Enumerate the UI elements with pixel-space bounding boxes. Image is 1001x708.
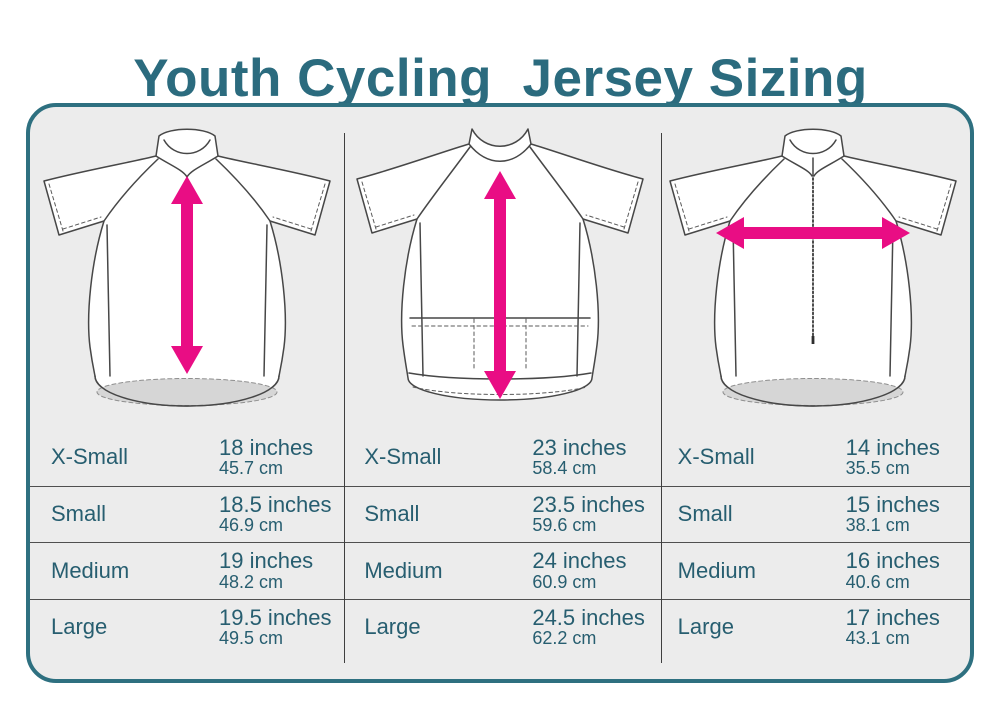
- size-value-cm: 62.2 cm: [532, 628, 597, 649]
- size-row: Medium 19 inches 48.2 cm: [30, 542, 344, 599]
- size-label: Small: [364, 501, 420, 527]
- size-value-cm: 40.6 cm: [845, 571, 910, 592]
- size-label: Small: [677, 501, 733, 527]
- size-label: Large: [51, 614, 108, 640]
- size-row: X-Small 14 inches 35.5 cm: [657, 429, 970, 486]
- size-row: X-Small 18 inches 45.7 cm: [30, 429, 343, 486]
- size-value-inches: 24 inches: [532, 548, 627, 574]
- size-value: 24.5 inches 62.2 cm: [532, 604, 645, 649]
- size-value: 16 inches 40.6 cm: [846, 549, 940, 592]
- size-value-cm: 43.1 cm: [845, 628, 910, 649]
- front-length-measurement-arrow: [170, 176, 203, 374]
- size-value: 14 inches 35.5 cm: [845, 434, 940, 479]
- size-label: X-Small: [51, 444, 129, 470]
- size-value-inches: 19 inches: [219, 548, 314, 574]
- size-value-inches: 23 inches: [532, 434, 627, 460]
- size-value-cm: 48.2 cm: [219, 571, 284, 592]
- size-value-inches: 24.5 inches: [532, 604, 645, 630]
- size-label: Large: [677, 614, 734, 640]
- page-title: Youth Cycling Jersey Sizing: [133, 48, 868, 108]
- size-value: 18 inches 45.7 cm: [219, 434, 314, 479]
- size-value: 19.5 inches 49.5 cm: [219, 604, 332, 649]
- size-value-cm: 49.5 cm: [219, 628, 284, 649]
- size-label: Medium: [677, 557, 756, 583]
- size-value-cm: 35.5 cm: [845, 458, 910, 479]
- size-value-inches: 18.5 inches: [219, 491, 332, 517]
- zipper-pull: [811, 336, 815, 344]
- size-label: X-Small: [364, 444, 442, 470]
- column-divider: [660, 133, 663, 663]
- sizing-panel: X-Small 18 inches 45.7 cm Small 18.5 inches 4…: [26, 103, 974, 683]
- chest-width-measurement-arrow: [716, 217, 911, 249]
- back-length-measurement-arrow: [483, 171, 516, 399]
- size-row: Large 19.5 inches 49.5 cm: [30, 598, 344, 656]
- jersey-back-length-diagram: [356, 128, 644, 401]
- column-divider: [343, 133, 346, 663]
- size-row: Large 24.5 inches 62.2 cm: [343, 598, 657, 656]
- size-label: Large: [364, 614, 421, 640]
- size-value-cm: 45.7 cm: [219, 458, 284, 479]
- size-row: Large 17 inches 43.1 cm: [656, 598, 970, 656]
- size-value-inches: 19.5 inches: [219, 604, 332, 630]
- size-value-cm: 59.6 cm: [532, 515, 597, 536]
- column-front-length: X-Small 18 inches 45.7 cm Small 18.5 inches 4…: [30, 107, 344, 679]
- size-row: Small 15 inches 38.1 cm: [656, 485, 970, 543]
- size-row: X-Small 23 inches 58.4 cm: [343, 429, 656, 486]
- size-value: 18.5 inches 46.9 cm: [219, 491, 332, 536]
- size-label: Medium: [51, 557, 130, 583]
- hem-shadow: [722, 378, 904, 406]
- size-value-inches: 16 inches: [845, 548, 940, 574]
- size-row: Small 23.5 inches 59.6 cm: [343, 485, 657, 543]
- size-label: X-Small: [677, 444, 755, 470]
- size-value: 24 inches 60.9 cm: [532, 549, 626, 592]
- size-value: 19 inches 48.2 cm: [219, 549, 313, 592]
- size-value-cm: 38.1 cm: [845, 515, 910, 536]
- size-value: 17 inches 43.1 cm: [845, 604, 940, 649]
- size-value: 23 inches 58.4 cm: [532, 434, 627, 479]
- size-value: 23.5 inches 59.6 cm: [532, 491, 645, 536]
- column-back-length: X-Small 23 inches 58.4 cm Small 23.5 inches 5…: [343, 107, 657, 679]
- size-row: Small 18.5 inches 46.9 cm: [30, 485, 344, 543]
- size-value-inches: 17 inches: [845, 604, 940, 630]
- chest-width-size-table: X-Small 14 inches 35.5 cm Small 15 inches 38.…: [656, 429, 970, 656]
- front-length-size-table: X-Small 18 inches 45.7 cm Small 18.5 inches 4…: [30, 429, 344, 656]
- size-value-inches: 18 inches: [219, 434, 314, 460]
- size-value: 15 inches 38.1 cm: [845, 491, 940, 536]
- jersey-chest-width-diagram: [669, 128, 958, 407]
- size-label: Small: [51, 501, 107, 527]
- size-value-inches: 23.5 inches: [532, 491, 645, 517]
- jersey-front-length-diagram: [42, 128, 331, 407]
- back-length-size-table: X-Small 23 inches 58.4 cm Small 23.5 inches 5…: [343, 429, 657, 656]
- size-value-inches: 15 inches: [845, 491, 940, 517]
- size-row: Medium 24 inches 60.9 cm: [343, 542, 657, 599]
- size-value-cm: 58.4 cm: [532, 458, 597, 479]
- hem-shadow: [96, 378, 278, 406]
- size-value-cm: 46.9 cm: [219, 515, 284, 536]
- size-value-cm: 60.9 cm: [532, 571, 597, 592]
- size-value-inches: 14 inches: [845, 434, 940, 460]
- size-label: Medium: [364, 557, 443, 583]
- column-chest-width: X-Small 14 inches 35.5 cm Small 15 inches 38.…: [656, 107, 970, 679]
- size-row: Medium 16 inches 40.6 cm: [656, 542, 970, 599]
